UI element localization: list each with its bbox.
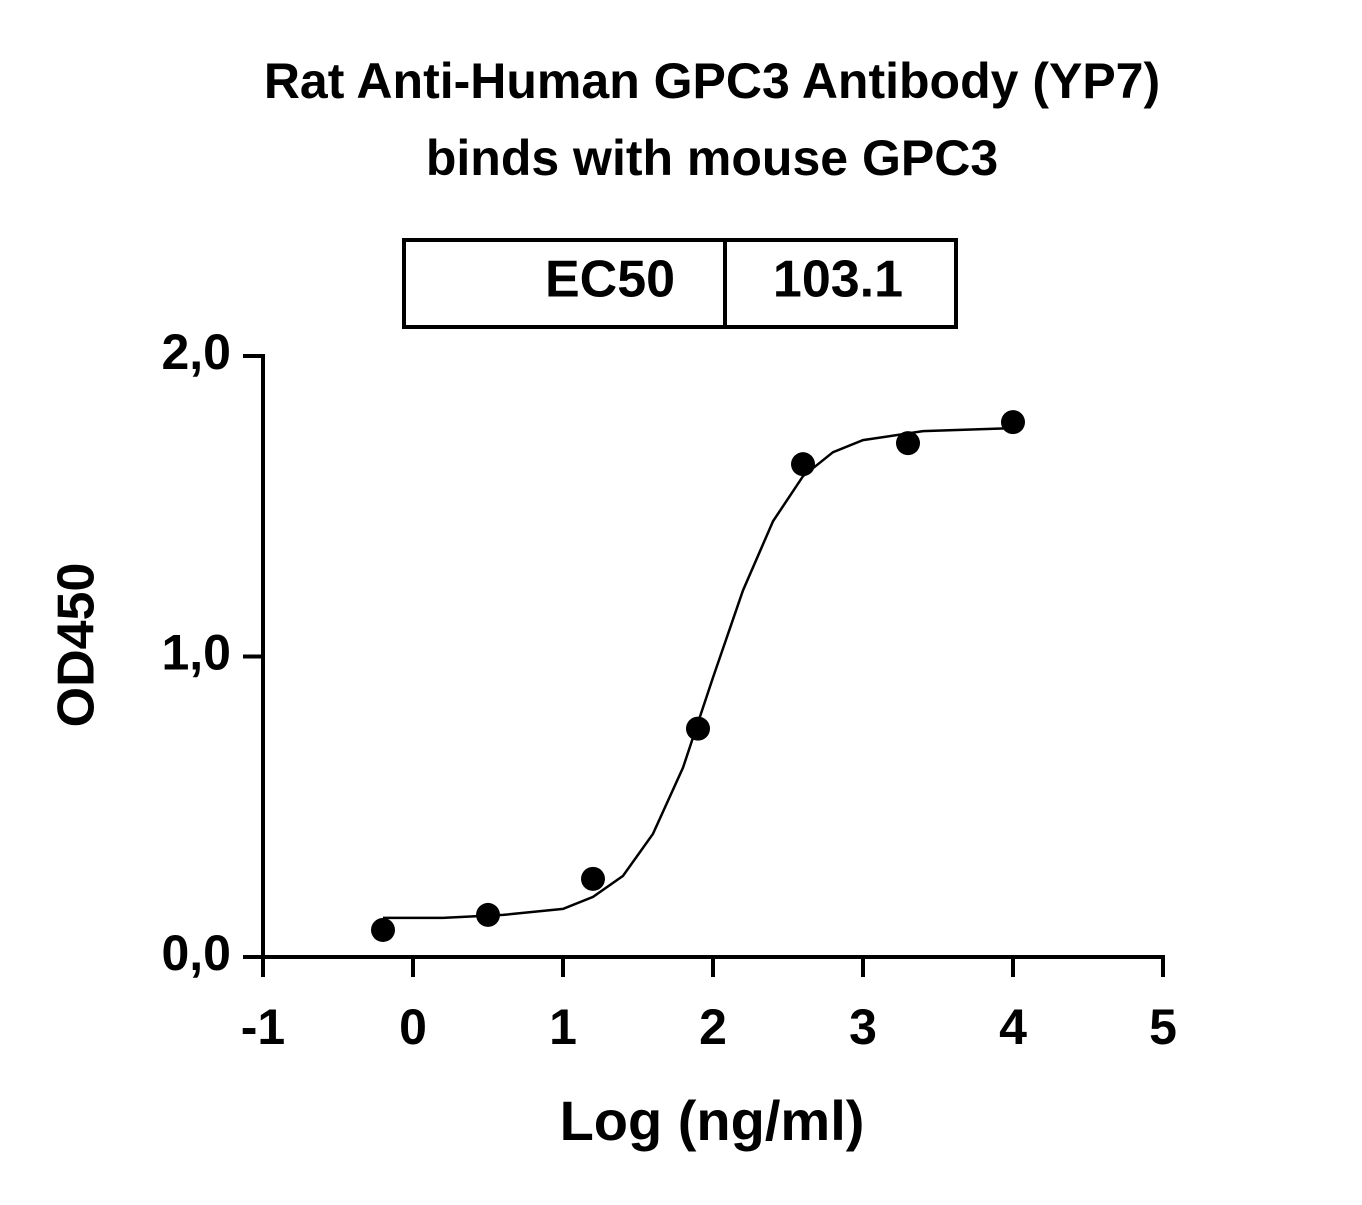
y-tick-label: 1,0 [161, 625, 231, 681]
ec50-box [402, 238, 958, 329]
y-tick-label: 2,0 [161, 324, 231, 380]
data-point [371, 917, 395, 942]
chart-title: Rat Anti-Human GPC3 Antibody (YP7) [264, 53, 1160, 109]
data-point [686, 716, 710, 741]
data-point [896, 431, 920, 456]
data-point [581, 866, 605, 891]
chart-title: binds with mouse GPC3 [426, 130, 998, 186]
data-point [791, 452, 815, 477]
x-axis-label: Log (ng/ml) [560, 1089, 865, 1152]
x-tick-label: -1 [241, 999, 285, 1055]
data-point [476, 902, 500, 927]
x-tick-label: 5 [1149, 999, 1177, 1055]
ec50-label: EC50 [545, 251, 675, 309]
data-point [1001, 410, 1025, 435]
x-tick-label: 1 [549, 999, 577, 1055]
x-tick-label: 3 [849, 999, 877, 1055]
x-tick-label: 2 [699, 999, 727, 1055]
fit-curve [383, 426, 1014, 920]
ec50-value: 103.1 [773, 251, 903, 309]
y-axis-label: OD450 [48, 563, 106, 728]
x-tick-label: 0 [399, 999, 427, 1055]
y-tick-label: 0,0 [161, 925, 231, 981]
x-tick-label: 4 [999, 999, 1027, 1055]
